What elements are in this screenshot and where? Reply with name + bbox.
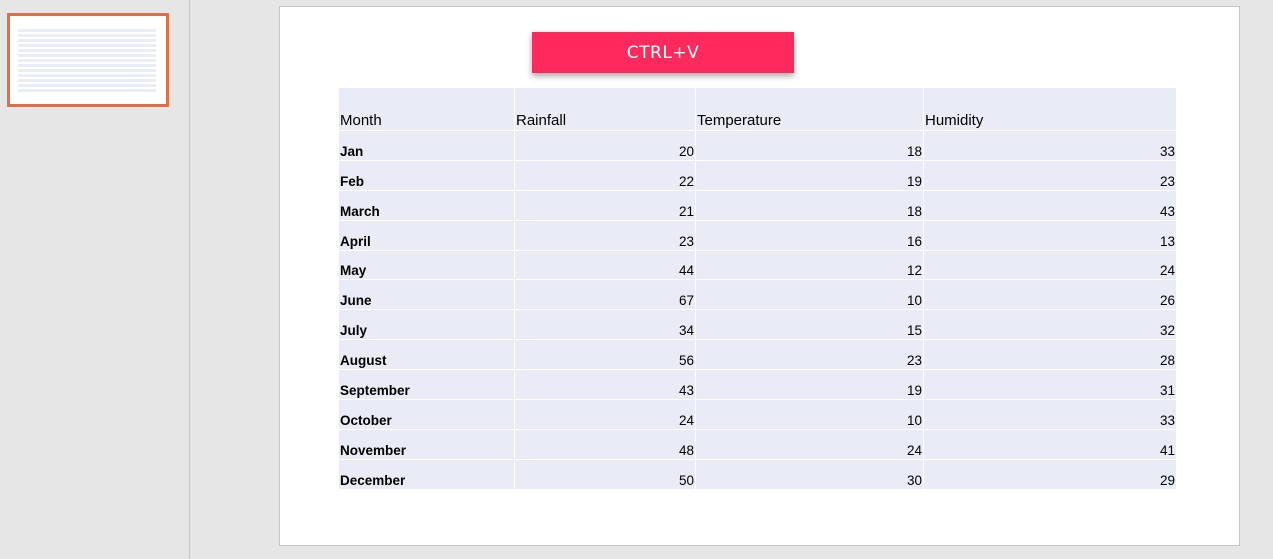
table-row: Jan 20 18 33 (339, 131, 1176, 161)
cell-humidity[interactable]: 32 (924, 310, 1176, 340)
slide-thumbnail-pane (0, 0, 190, 559)
slide-canvas[interactable]: CTRL+V Month Rainfall Temperature Humidi… (279, 6, 1240, 546)
cell-temperature[interactable]: 18 (696, 190, 924, 220)
header-temperature[interactable]: Temperature (696, 88, 924, 130)
header-rainfall[interactable]: Rainfall (515, 88, 696, 130)
cell-rainfall[interactable]: 67 (515, 280, 696, 310)
table-row: October 24 10 33 (339, 400, 1176, 430)
cell-month[interactable]: Jan (339, 131, 515, 160)
cell-month[interactable]: July (339, 310, 515, 340)
cell-temperature[interactable]: 16 (696, 220, 924, 250)
cell-rainfall[interactable]: 56 (515, 340, 696, 370)
cell-month[interactable]: December (339, 459, 515, 489)
cell-temperature[interactable]: 24 (696, 429, 924, 459)
cell-temperature[interactable]: 15 (696, 310, 924, 340)
cell-month[interactable]: August (339, 340, 515, 370)
cell-month[interactable]: November (339, 429, 515, 459)
thumbnail-table-row (18, 54, 156, 58)
thumbnail-table-row (18, 39, 156, 43)
header-month[interactable]: Month (339, 88, 515, 130)
cell-month[interactable]: October (339, 400, 515, 429)
thumbnail-table-row (18, 74, 156, 78)
cell-month[interactable]: Feb (339, 160, 515, 190)
thumbnail-table-row (18, 69, 156, 73)
table-row: December 50 30 29 (339, 459, 1176, 490)
thumbnail-table-row (18, 29, 156, 33)
table-row: September 43 19 31 (339, 370, 1176, 401)
cell-rainfall[interactable]: 21 (515, 190, 696, 220)
thumbnail-table-row (18, 84, 156, 88)
thumbnail-table-row (18, 64, 156, 68)
thumbnail-table-row (18, 59, 156, 63)
cell-humidity[interactable]: 24 (924, 250, 1176, 280)
cell-rainfall[interactable]: 43 (515, 370, 696, 400)
cell-rainfall[interactable]: 24 (515, 400, 696, 429)
cell-humidity[interactable]: 33 (924, 131, 1176, 160)
table-header-row: Month Rainfall Temperature Humidity (339, 88, 1176, 131)
cell-rainfall[interactable]: 22 (515, 160, 696, 190)
cell-month[interactable]: May (339, 250, 515, 280)
cell-humidity[interactable]: 26 (924, 280, 1176, 310)
cell-humidity[interactable]: 33 (924, 400, 1176, 429)
cell-month[interactable]: June (339, 280, 515, 310)
thumbnail-table-row (18, 89, 156, 93)
cell-temperature[interactable]: 30 (696, 459, 924, 489)
table-row: Feb 22 19 23 (339, 160, 1176, 191)
thumbnail-table-row (18, 44, 156, 48)
data-table[interactable]: Month Rainfall Temperature Humidity Jan 2… (339, 88, 1176, 490)
slide-thumbnail-preview (18, 29, 156, 93)
table-row: July 34 15 32 (339, 310, 1176, 341)
cell-rainfall[interactable]: 20 (515, 131, 696, 160)
thumbnail-table-row (18, 79, 156, 83)
cell-humidity[interactable]: 29 (924, 459, 1176, 489)
cell-humidity[interactable]: 41 (924, 429, 1176, 459)
header-humidity[interactable]: Humidity (924, 88, 1176, 130)
thumbnail-table-row (18, 49, 156, 53)
ctrl-v-shortcut-badge: CTRL+V (532, 32, 794, 73)
cell-month[interactable]: April (339, 220, 515, 250)
cell-temperature[interactable]: 19 (696, 370, 924, 400)
table-row: March 21 18 43 (339, 190, 1176, 221)
table-row: May 44 12 24 (339, 250, 1176, 281)
table-row: November 48 24 41 (339, 429, 1176, 460)
cell-month[interactable]: September (339, 370, 515, 400)
cell-temperature[interactable]: 23 (696, 340, 924, 370)
cell-rainfall[interactable]: 23 (515, 220, 696, 250)
slide-editor: CTRL+V Month Rainfall Temperature Humidi… (190, 0, 1273, 559)
cell-temperature[interactable]: 10 (696, 400, 924, 429)
cell-month[interactable]: March (339, 190, 515, 220)
cell-rainfall[interactable]: 50 (515, 459, 696, 489)
cell-temperature[interactable]: 19 (696, 160, 924, 190)
cell-humidity[interactable]: 23 (924, 160, 1176, 190)
thumbnail-table-row (18, 34, 156, 38)
slide-thumbnail-1[interactable] (7, 13, 169, 107)
cell-humidity[interactable]: 31 (924, 370, 1176, 400)
cell-temperature[interactable]: 18 (696, 131, 924, 160)
table-body: Jan 20 18 33 Feb 22 19 23 March 21 18 43 April 23 16 13… (339, 131, 1176, 490)
cell-temperature[interactable]: 12 (696, 250, 924, 280)
cell-humidity[interactable]: 13 (924, 220, 1176, 250)
cell-rainfall[interactable]: 34 (515, 310, 696, 340)
cell-rainfall[interactable]: 48 (515, 429, 696, 459)
table-row: April 23 16 13 (339, 220, 1176, 251)
table-row: June 67 10 26 (339, 280, 1176, 311)
cell-humidity[interactable]: 28 (924, 340, 1176, 370)
cell-temperature[interactable]: 10 (696, 280, 924, 310)
table-row: August 56 23 28 (339, 340, 1176, 371)
cell-humidity[interactable]: 43 (924, 190, 1176, 220)
cell-rainfall[interactable]: 44 (515, 250, 696, 280)
